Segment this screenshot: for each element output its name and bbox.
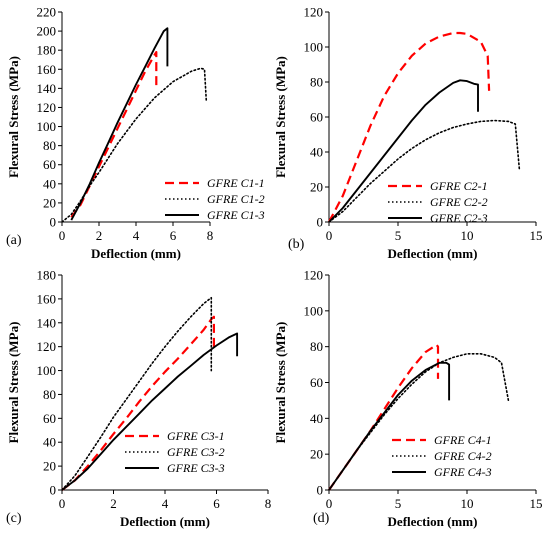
x-tick-label: 15	[530, 228, 543, 243]
y-tick-label: 40	[310, 411, 323, 426]
series-line-gfre-c1-3	[70, 27, 169, 221]
legend-label: GFRE C4-1	[434, 433, 492, 447]
series-line-gfre-c3-1	[61, 315, 215, 491]
x-tick-label: 0	[59, 228, 66, 243]
legend-label: GFRE C1-3	[207, 208, 265, 222]
y-tick-label: 100	[304, 40, 324, 55]
legend: GFRE C2-1 GFRE C2-2 GFRE C2-3	[388, 179, 488, 225]
y-tick-label: 80	[43, 138, 56, 153]
legend-label: GFRE C3-3	[167, 461, 225, 475]
x-tick-label: 6	[213, 496, 220, 511]
y-tick-label: 0	[50, 215, 57, 230]
x-tick-label: 10	[461, 496, 474, 511]
x-tick-label: 0	[326, 496, 333, 511]
y-tick-label: 180	[37, 268, 57, 283]
x-axis-title: Deflection (mm)	[388, 246, 478, 261]
x-tick-label: 0	[59, 496, 66, 511]
y-tick-label: 40	[43, 176, 56, 191]
y-tick-label: 160	[37, 62, 57, 77]
x-tick-label: 8	[265, 496, 272, 511]
y-tick-label: 200	[37, 24, 57, 39]
y-axis-title: Flexural Stress (MPa)	[6, 56, 21, 178]
y-tick-label: 120	[304, 5, 324, 20]
x-tick-label: 4	[162, 496, 169, 511]
y-tick-label: 120	[37, 100, 57, 115]
panel-label: (c)	[6, 511, 22, 526]
x-tick-label: 2	[110, 496, 117, 511]
chart-panel-1: 0 20 40 60 80 100 120 140 160 180 200 220 0 2 4 6 8 Defle…	[6, 5, 265, 262]
y-tick-label: 20	[43, 195, 56, 210]
y-tick-label: 60	[310, 110, 323, 125]
series-line-gfre-c2-2	[328, 119, 521, 223]
y-axis-title: Flexural Stress (MPa)	[273, 322, 288, 444]
chart-panel-4: 0 20 40 60 80 100 120 0 5 10 15 Deflection (mm) Flex…	[273, 268, 543, 530]
y-tick-label: 160	[37, 291, 57, 306]
x-tick-label: 5	[395, 228, 402, 243]
x-tick-label: 5	[395, 496, 402, 511]
x-tick-label: 8	[207, 228, 214, 243]
panel-label: (a)	[6, 233, 22, 248]
series-line-gfre-c1-1	[70, 50, 158, 218]
chart-panel-2: 0 20 40 60 80 100 120 0 5 10 15 Deflection (mm) Flex…	[273, 5, 543, 262]
y-tick-label: 220	[37, 5, 57, 20]
legend-label: GFRE C2-1	[430, 179, 488, 193]
x-tick-label: 2	[96, 228, 103, 243]
y-tick-label: 20	[43, 459, 56, 474]
panel-label: (d)	[313, 511, 330, 526]
y-tick-label: 140	[37, 315, 57, 330]
y-tick-label: 60	[43, 157, 56, 172]
y-axis-title: Flexural Stress (MPa)	[6, 322, 21, 444]
series-line-gfre-c4-3	[328, 361, 451, 491]
legend: GFRE C1-1 GFRE C1-2 GFRE C1-3	[165, 176, 265, 222]
x-axis-title: Deflection (mm)	[91, 246, 181, 261]
x-tick-label: 10	[461, 228, 474, 243]
y-axis-title: Flexural Stress (MPa)	[273, 56, 288, 178]
legend-label: GFRE C3-1	[167, 429, 225, 443]
series-line-gfre-c2-3	[328, 79, 479, 223]
legend-label: GFRE C4-3	[434, 465, 492, 479]
y-tick-label: 60	[43, 411, 56, 426]
series-line-gfre-c3-3	[61, 332, 239, 491]
legend-label: GFRE C2-3	[430, 211, 488, 225]
y-tick-label: 80	[310, 339, 323, 354]
y-tick-label: 100	[37, 119, 57, 134]
y-tick-label: 120	[37, 339, 57, 354]
x-tick-label: 0	[326, 228, 333, 243]
legend-label: GFRE C2-2	[430, 195, 488, 209]
legend-label: GFRE C1-2	[207, 192, 265, 206]
x-axis-title: Deflection (mm)	[120, 514, 210, 529]
series-line-gfre-c3-2	[61, 296, 213, 491]
x-tick-label: 15	[530, 496, 543, 511]
x-tick-label: 4	[133, 228, 140, 243]
y-tick-label: 100	[304, 303, 324, 318]
y-tick-label: 0	[50, 483, 57, 498]
y-tick-label: 180	[37, 43, 57, 58]
x-axis-title: Deflection (mm)	[388, 514, 478, 529]
legend: GFRE C3-1 GFRE C3-2 GFRE C3-3	[125, 429, 225, 475]
y-tick-label: 100	[37, 363, 57, 378]
panel-label: (b)	[288, 237, 305, 252]
legend-label: GFRE C4-2	[434, 449, 492, 463]
y-tick-label: 80	[310, 75, 323, 90]
y-tick-label: 20	[310, 447, 323, 462]
y-tick-label: 0	[317, 483, 324, 498]
y-tick-label: 60	[310, 375, 323, 390]
legend: GFRE C4-1 GFRE C4-2 GFRE C4-3	[392, 433, 492, 479]
chart-panel-3: 0 20 40 60 80 100 120 140 160 180 0 2 4 6 8 Deflection …	[6, 268, 271, 530]
x-tick-label: 6	[170, 228, 177, 243]
series-line-gfre-c2-1	[328, 31, 491, 223]
legend-label: GFRE C3-2	[167, 445, 225, 459]
y-tick-label: 140	[37, 81, 57, 96]
y-tick-label: 40	[43, 435, 56, 450]
legend-label: GFRE C1-1	[207, 176, 265, 190]
y-tick-label: 0	[317, 215, 324, 230]
series-line-gfre-c4-1	[328, 343, 440, 491]
y-tick-label: 40	[310, 145, 323, 160]
y-tick-label: 120	[304, 268, 324, 283]
y-tick-label: 80	[43, 387, 56, 402]
y-tick-label: 20	[310, 180, 323, 195]
